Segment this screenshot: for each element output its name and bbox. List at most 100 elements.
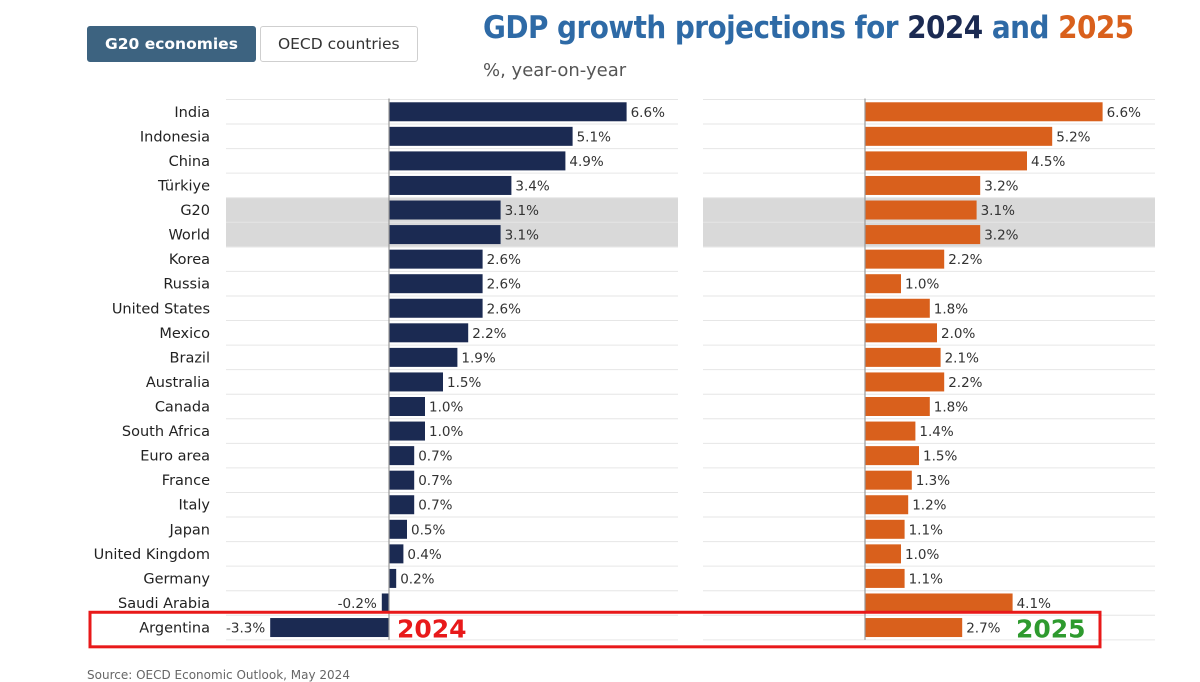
bar-2025-indonesia bbox=[865, 126, 1053, 146]
value-label-2024-italy: 0.7% bbox=[418, 498, 452, 514]
category-label-france: France bbox=[162, 473, 210, 489]
bar-2024-mexico bbox=[389, 323, 469, 343]
bar-2025-australia bbox=[865, 372, 945, 392]
category-label-united-states: United States bbox=[112, 301, 210, 317]
bar-2024-world bbox=[389, 225, 501, 245]
value-label-2024-united-states: 2.6% bbox=[487, 301, 521, 317]
category-label-t-rkiye: Türkiye bbox=[157, 178, 210, 194]
bar-2025-g20 bbox=[865, 200, 977, 220]
value-label-2025-world: 3.2% bbox=[984, 228, 1018, 244]
value-label-2025-france: 1.3% bbox=[916, 473, 950, 489]
value-label-2025-china: 4.5% bbox=[1031, 154, 1065, 170]
bar-2025-italy bbox=[865, 495, 909, 515]
bar-2025-world bbox=[865, 225, 981, 245]
bar-2024-g20 bbox=[389, 200, 501, 220]
value-label-2025-australia: 2.2% bbox=[948, 375, 982, 391]
value-label-2025-mexico: 2.0% bbox=[941, 326, 975, 342]
value-label-2025-indonesia: 5.2% bbox=[1056, 129, 1090, 145]
category-label-india: India bbox=[174, 105, 210, 121]
bar-2025-mexico bbox=[865, 323, 937, 343]
bar-2025-china bbox=[865, 151, 1027, 171]
bar-2024-india bbox=[389, 102, 627, 122]
category-label-japan: Japan bbox=[169, 522, 210, 538]
category-label-australia: Australia bbox=[146, 375, 210, 391]
bar-2024-euro-area bbox=[389, 446, 415, 466]
value-label-2025-g20: 3.1% bbox=[981, 203, 1015, 219]
value-label-2025-india: 6.6% bbox=[1107, 105, 1141, 121]
bar-2025-germany bbox=[865, 568, 905, 588]
bar-2025-united-states bbox=[865, 298, 930, 318]
tab-g20-economies[interactable]: G20 economies bbox=[87, 26, 256, 62]
category-label-germany: Germany bbox=[143, 571, 210, 587]
value-label-2025-italy: 1.2% bbox=[912, 498, 946, 514]
title-middle: and bbox=[982, 10, 1059, 46]
value-label-2024-germany: 0.2% bbox=[400, 571, 434, 587]
bar-2025-saudi-arabia bbox=[865, 593, 1013, 613]
value-label-2024-mexico: 2.2% bbox=[472, 326, 506, 342]
bar-2025-t-rkiye bbox=[865, 175, 981, 195]
value-label-2024-united-kingdom: 0.4% bbox=[407, 547, 441, 563]
category-label-saudi-arabia: Saudi Arabia bbox=[118, 596, 210, 612]
value-label-2024-saudi-arabia: -0.2% bbox=[338, 596, 377, 612]
value-label-2025-euro-area: 1.5% bbox=[923, 449, 957, 465]
bar-2024-united-states bbox=[389, 298, 483, 318]
bar-2024-korea bbox=[389, 249, 483, 269]
value-label-2025-united-states: 1.8% bbox=[934, 301, 968, 317]
value-label-2024-g20: 3.1% bbox=[505, 203, 539, 219]
category-label-russia: Russia bbox=[163, 277, 210, 293]
value-label-2024-korea: 2.6% bbox=[487, 252, 521, 268]
category-label-world: World bbox=[168, 228, 210, 244]
value-label-2025-canada: 1.8% bbox=[934, 400, 968, 416]
value-label-2024-south-africa: 1.0% bbox=[429, 424, 463, 440]
value-label-2025-south-africa: 1.4% bbox=[919, 424, 953, 440]
bar-2024-japan bbox=[389, 519, 407, 539]
bar-2024-china bbox=[389, 151, 566, 171]
bar-2025-japan bbox=[865, 519, 905, 539]
region-tabs: G20 economies OECD countries bbox=[87, 26, 418, 62]
category-label-south-africa: South Africa bbox=[122, 424, 210, 440]
value-label-2024-canada: 1.0% bbox=[429, 400, 463, 416]
bar-2024-australia bbox=[389, 372, 443, 392]
bar-2025-united-kingdom bbox=[865, 544, 901, 564]
tab-oecd-countries[interactable]: OECD countries bbox=[259, 26, 418, 62]
bar-2025-korea bbox=[865, 249, 945, 269]
category-label-mexico: Mexico bbox=[159, 326, 210, 342]
category-label-united-kingdom: United Kingdom bbox=[94, 547, 210, 563]
bar-2024-argentina bbox=[270, 618, 389, 638]
category-label-g20: G20 bbox=[180, 203, 210, 219]
bar-2024-t-rkiye bbox=[389, 175, 512, 195]
annotation-box bbox=[88, 610, 1102, 649]
title-prefix: GDP growth projections for bbox=[483, 10, 908, 46]
value-label-2024-australia: 1.5% bbox=[447, 375, 481, 391]
value-label-2025-germany: 1.1% bbox=[909, 571, 943, 587]
value-label-2024-brazil: 1.9% bbox=[461, 350, 495, 366]
bar-2025-canada bbox=[865, 397, 930, 416]
value-label-2024-russia: 2.6% bbox=[487, 277, 521, 293]
value-label-2024-china: 4.9% bbox=[569, 154, 603, 170]
bar-2024-united-kingdom bbox=[389, 544, 404, 564]
bar-2024-south-africa bbox=[389, 421, 425, 441]
bar-2025-russia bbox=[865, 274, 901, 294]
value-label-2025-t-rkiye: 3.2% bbox=[984, 178, 1018, 194]
bar-2024-russia bbox=[389, 274, 483, 294]
bar-2024-canada bbox=[389, 397, 425, 416]
value-label-2025-argentina: 2.7% bbox=[966, 621, 1000, 637]
bar-2025-india bbox=[865, 102, 1103, 122]
category-label-korea: Korea bbox=[169, 252, 210, 268]
bar-2024-indonesia bbox=[389, 126, 573, 146]
value-label-2024-france: 0.7% bbox=[418, 473, 452, 489]
category-label-canada: Canada bbox=[155, 400, 210, 416]
value-label-2024-world: 3.1% bbox=[505, 228, 539, 244]
bar-2025-brazil bbox=[865, 347, 941, 367]
bar-2025-south-africa bbox=[865, 421, 916, 441]
value-label-2024-argentina: -3.3% bbox=[226, 621, 265, 637]
category-label-china: China bbox=[169, 154, 210, 170]
annotation-label-2024: 2024 bbox=[397, 615, 467, 644]
value-label-2025-united-kingdom: 1.0% bbox=[905, 547, 939, 563]
value-label-2025-saudi-arabia: 4.1% bbox=[1017, 596, 1051, 612]
chart-subtitle: %, year-on-year bbox=[483, 60, 627, 81]
value-label-2024-euro-area: 0.7% bbox=[418, 449, 452, 465]
category-label-italy: Italy bbox=[179, 498, 211, 514]
category-label-euro-area: Euro area bbox=[140, 449, 210, 465]
